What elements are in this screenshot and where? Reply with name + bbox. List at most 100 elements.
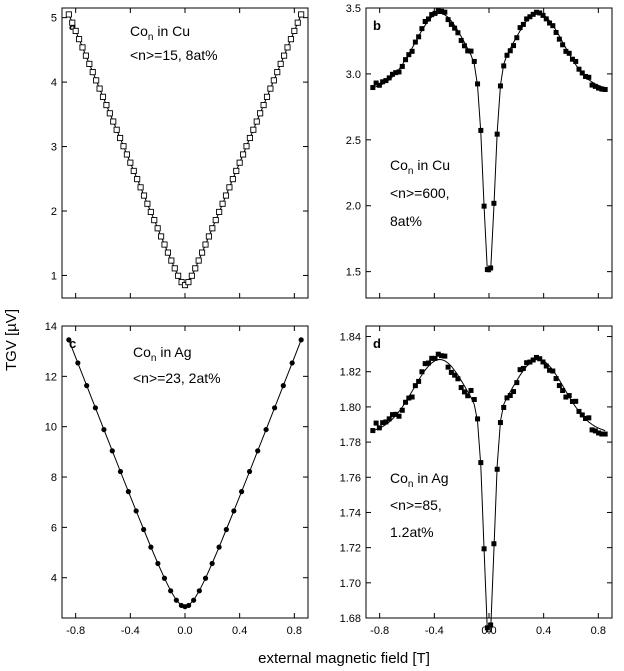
data-point xyxy=(291,27,298,34)
data-point xyxy=(422,361,428,367)
data-point xyxy=(93,77,100,84)
data-point xyxy=(547,20,553,26)
data-point xyxy=(161,575,168,581)
data-point xyxy=(452,372,458,378)
data-point xyxy=(109,448,115,454)
data-point xyxy=(155,560,161,567)
data-point xyxy=(491,541,497,547)
annotation-line2: <n>=600, xyxy=(390,185,450,201)
data-point xyxy=(439,8,445,14)
data-point xyxy=(383,419,389,425)
data-point xyxy=(429,12,435,18)
x-tick-label: 0.8 xyxy=(287,625,302,637)
data-point xyxy=(537,356,543,362)
annotation-line1: Con in Cu xyxy=(390,157,450,177)
y-tick-label: 1.72 xyxy=(340,543,361,555)
data-point xyxy=(488,265,494,271)
data-point xyxy=(383,78,389,84)
data-point xyxy=(117,468,124,475)
data-point xyxy=(576,66,582,72)
data-point xyxy=(277,60,284,67)
x-tick-label: -0.4 xyxy=(425,625,444,637)
data-point xyxy=(537,10,543,16)
data-point xyxy=(173,597,179,603)
y-tick-label: 2.5 xyxy=(346,135,361,147)
data-point xyxy=(540,359,546,365)
x-tick-label: -0.8 xyxy=(370,625,389,637)
panel-letter: b xyxy=(373,18,381,33)
data-point xyxy=(419,26,425,32)
data-point xyxy=(272,405,278,411)
data-point xyxy=(579,412,585,418)
data-point xyxy=(471,58,477,64)
data-point xyxy=(533,354,539,360)
data-point xyxy=(72,27,79,34)
data-point xyxy=(216,208,223,215)
data-point xyxy=(250,126,257,133)
data-point xyxy=(140,192,148,199)
data-point xyxy=(461,389,467,395)
data-point xyxy=(566,393,572,399)
data-point xyxy=(389,412,395,418)
data-point xyxy=(219,200,226,207)
data-point xyxy=(475,416,481,422)
y-tick-label: 1.82 xyxy=(340,367,361,379)
data-point xyxy=(573,58,579,64)
data-point xyxy=(563,394,569,400)
data-point xyxy=(439,353,445,359)
y-tick-label: 1.80 xyxy=(340,402,361,414)
data-point xyxy=(370,428,376,434)
data-point xyxy=(380,79,386,85)
data-point xyxy=(445,364,451,370)
y-tick-label: 12 xyxy=(45,371,57,383)
data-point xyxy=(393,70,399,76)
data-point xyxy=(158,233,165,240)
data-point xyxy=(255,448,261,454)
y-tick-label: 1.70 xyxy=(340,578,361,590)
data-point xyxy=(452,25,458,31)
data-point xyxy=(543,363,549,369)
data-point xyxy=(497,83,503,89)
data-point xyxy=(530,11,536,17)
data-point xyxy=(144,200,151,207)
annotation-line1: Con in Ag xyxy=(390,470,449,490)
y-tick-label: 2 xyxy=(51,206,57,218)
data-point xyxy=(494,466,500,472)
y-axis-title: TGV [µV] xyxy=(3,309,20,371)
y-tick-label: 1.5 xyxy=(346,267,361,279)
data-point xyxy=(216,544,222,550)
data-point xyxy=(76,36,83,43)
data-point xyxy=(403,57,409,63)
data-point xyxy=(569,56,575,62)
annotation-line1: Con in Cu xyxy=(130,23,190,43)
data-point xyxy=(202,241,209,248)
plot-frame xyxy=(365,7,613,299)
data-point xyxy=(267,85,274,92)
fit-line xyxy=(372,358,606,633)
data-point xyxy=(468,48,474,54)
data-point xyxy=(511,389,517,395)
y-tick-label: 5 xyxy=(51,13,57,25)
data-point xyxy=(380,420,386,426)
data-point xyxy=(403,399,409,405)
data-point xyxy=(120,143,127,150)
data-point xyxy=(195,257,202,264)
annotation-line1: Con in Ag xyxy=(133,344,192,364)
data-point xyxy=(110,118,117,125)
data-point xyxy=(396,69,402,75)
data-point xyxy=(154,225,161,232)
data-point xyxy=(573,398,579,404)
data-point xyxy=(82,52,89,59)
data-point xyxy=(199,249,206,256)
data-point xyxy=(134,176,141,183)
data-point xyxy=(501,63,507,69)
data-point xyxy=(289,360,295,366)
panel-letter: c xyxy=(69,336,76,351)
data-point xyxy=(376,425,382,431)
data-point xyxy=(458,37,464,43)
y-tick-label: 1.78 xyxy=(340,437,361,449)
y-tick-label: 14 xyxy=(45,321,57,333)
data-point xyxy=(209,560,215,567)
data-point xyxy=(89,69,96,76)
data-point xyxy=(229,176,236,183)
